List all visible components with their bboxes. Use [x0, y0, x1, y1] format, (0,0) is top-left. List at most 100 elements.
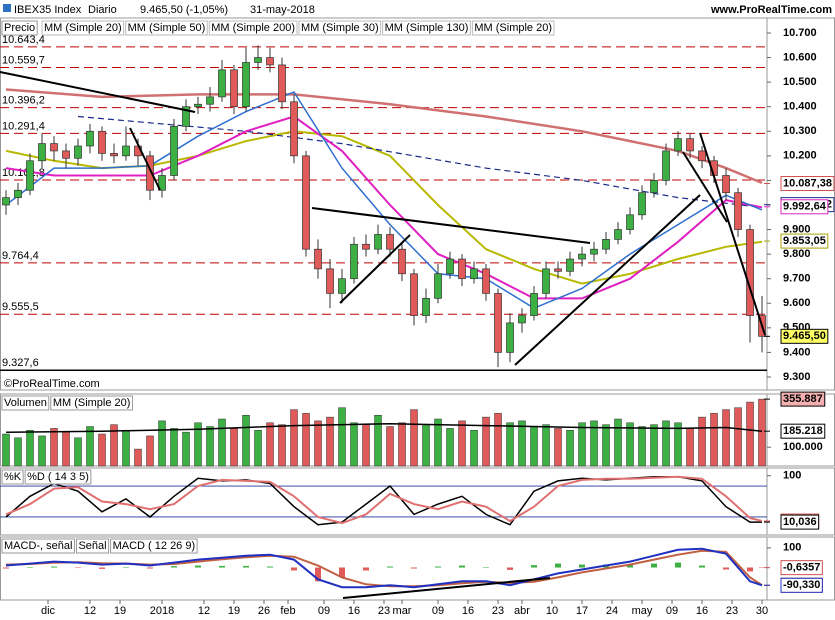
volume-bar [494, 413, 502, 467]
candle-body [386, 234, 394, 250]
volume-bar [458, 420, 466, 467]
volume-bar [578, 422, 586, 467]
x-tick-label: abr [514, 605, 530, 617]
trend-line [129, 127, 161, 191]
histogram-bar [555, 563, 562, 568]
legend-item-box [208, 20, 298, 36]
volume-bar [722, 409, 730, 467]
volume-bar [422, 424, 430, 467]
value-label: 9.853,05 [783, 235, 826, 247]
value-label-box [780, 391, 826, 407]
candle-body [26, 160, 34, 191]
histogram-bar [267, 566, 274, 568]
candle-body [158, 175, 166, 191]
histogram-bar [507, 567, 514, 570]
candle-body [458, 258, 466, 280]
candle-body [14, 189, 22, 198]
candle-body [722, 175, 730, 194]
volume-bar [518, 420, 526, 467]
candle-body [170, 126, 178, 176]
header-title: IBEX35 Index [14, 4, 82, 16]
x-tick-label: 30 [756, 605, 768, 617]
volume-bar [446, 428, 454, 467]
histogram-bar [243, 565, 250, 568]
y-tick-label: 10.400 [783, 101, 817, 113]
volume-bar [326, 416, 334, 467]
x-tick-label: 12 [198, 605, 210, 617]
histogram-bar [435, 566, 442, 568]
histogram-bar [75, 567, 82, 569]
legend-item: %K [4, 471, 22, 483]
legend-item-box [110, 538, 198, 554]
histogram-bar [123, 567, 130, 569]
panel-label-box [1, 20, 38, 36]
volume-bar [362, 424, 370, 467]
candle-body [398, 248, 406, 275]
candle-body [674, 138, 682, 152]
y-tick-label: 100 [783, 542, 801, 554]
volume-bar [398, 422, 406, 467]
x-tick-label: 23 [726, 605, 738, 617]
value-label: 10,036 [783, 516, 817, 528]
volume-bar [746, 401, 754, 467]
x-tick-label: 19 [228, 605, 240, 617]
volume-bar [86, 426, 94, 467]
indicator-line [5, 115, 763, 300]
value-label: 10.087,38 [783, 177, 832, 189]
candle-body [122, 145, 130, 157]
candle-body [602, 239, 610, 250]
volume-bar [206, 426, 214, 467]
value-label-box [780, 176, 835, 192]
legend-item-box [41, 20, 125, 36]
value-label: 185.218 [783, 425, 823, 437]
candle-body [482, 268, 490, 294]
candle-body [290, 101, 298, 157]
watermark: ©ProRealTime.com [4, 378, 100, 390]
y-tick-label: 10.700 [783, 27, 817, 39]
candle-body [314, 248, 322, 270]
candle-body [506, 322, 514, 353]
legend-item: Señal [78, 540, 106, 552]
level-label: 9.327,6 [2, 357, 39, 369]
volume-bar [38, 435, 46, 467]
volume-bar [134, 448, 142, 467]
y-tick-label: 9.900 [783, 223, 811, 235]
candle-body [338, 278, 346, 294]
volume-bar [302, 413, 310, 467]
volume-bar [758, 398, 766, 467]
histogram-bar [747, 567, 754, 572]
x-tick-label: 10 [546, 605, 558, 617]
value-label-box [780, 423, 826, 439]
trend-line [699, 132, 766, 336]
y-tick-label: 100.000 [783, 441, 823, 453]
candle-body [566, 258, 574, 272]
candle-body [278, 64, 286, 103]
candle-body [206, 96, 214, 105]
volume-bar [698, 416, 706, 467]
histogram-bar [363, 567, 370, 571]
candle-body [518, 315, 526, 324]
histogram-bar [387, 566, 394, 568]
volume-bar [254, 430, 262, 467]
histogram-bar [51, 566, 58, 568]
level-label: 10.559,7 [2, 54, 45, 66]
y-tick-label: 10.200 [783, 150, 817, 162]
histogram-bar [339, 567, 346, 578]
histogram-bar [699, 565, 706, 568]
candle-body [614, 229, 622, 240]
level-label: 10.643,4 [2, 34, 45, 46]
value-label: 9.465,50 [783, 330, 826, 342]
panel-label: Precio [4, 22, 35, 34]
x-tick-label: 2018 [150, 605, 174, 617]
header-site: www.ProRealTime.com [710, 4, 832, 16]
legend-item-box [75, 538, 110, 554]
legend-item: MM (Simple 20) [44, 22, 122, 34]
legend-item: MM (Simple 20) [474, 22, 552, 34]
volume-bar [374, 414, 382, 467]
level-label: 9.555,5 [2, 301, 39, 313]
candle-body [38, 143, 46, 162]
volume-bar [98, 433, 106, 467]
legend-item: MM (Simple 130) [385, 22, 469, 34]
y-tick-label: 9.800 [783, 248, 811, 260]
